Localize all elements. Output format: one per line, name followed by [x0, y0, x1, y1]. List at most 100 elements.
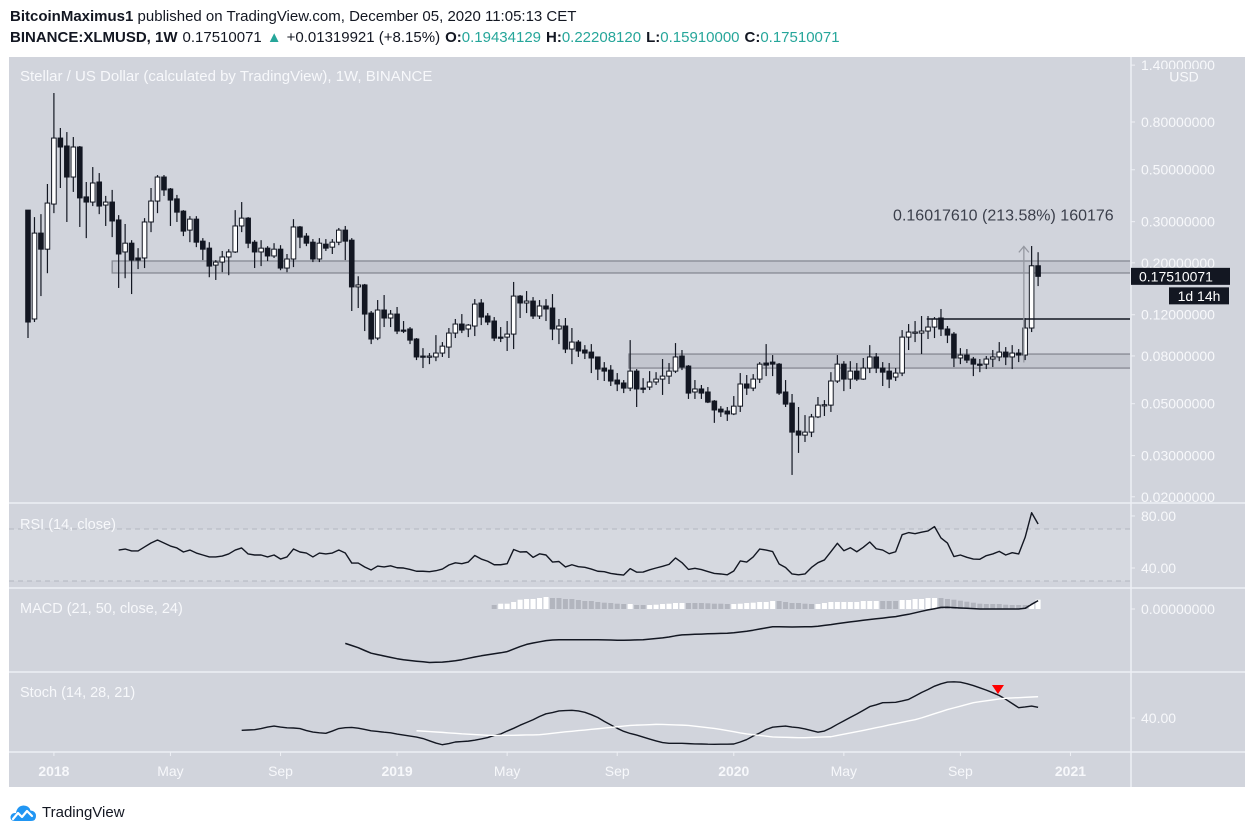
stoch-k-line — [241, 681, 1039, 746]
candle-down — [743, 375, 750, 395]
candle-down — [64, 132, 70, 222]
macd-axis[interactable]: 0.00000000 — [1131, 601, 1215, 617]
candlestick-series — [25, 93, 1041, 475]
macd-histogram-bar — [802, 603, 808, 609]
candle-down — [763, 344, 769, 377]
macd-histogram-bar — [990, 604, 996, 609]
candle-up — [102, 195, 109, 226]
time-axis-label: May — [494, 763, 520, 779]
candle-down — [601, 362, 608, 382]
macd-histogram-bar — [673, 603, 678, 609]
arrow-up-icon — [1018, 245, 1030, 253]
macd-indicator-title[interactable]: MACD (21, 50, close, 24) — [20, 601, 183, 617]
chart-widget[interactable] — [9, 57, 1245, 787]
candle-up — [666, 363, 672, 384]
candle-up — [834, 355, 841, 383]
candle-up — [918, 316, 925, 355]
candle-down — [886, 363, 892, 389]
candle-down — [711, 400, 718, 423]
triangle-up-icon: ▲ — [266, 29, 282, 46]
bar-countdown-box — [1169, 287, 1229, 305]
candle-up — [219, 250, 226, 273]
macd-histogram-bar — [1009, 605, 1015, 609]
candle-up — [329, 239, 336, 254]
candle-down — [193, 216, 200, 248]
candle-down — [1002, 347, 1009, 366]
candle-up — [646, 371, 653, 391]
author-name[interactable]: BitcoinMaximus1 — [10, 8, 134, 25]
macd-histogram-bar — [614, 603, 620, 609]
macd-histogram-bar — [537, 598, 543, 609]
candle-down — [245, 217, 251, 249]
candle-down — [595, 356, 601, 381]
stoch-pane[interactable] — [241, 681, 1039, 746]
price-axis-label: 0.50000000 — [1141, 162, 1215, 178]
candle-up — [510, 281, 517, 350]
macd-histogram-bar — [899, 600, 905, 609]
stoch-indicator-title[interactable]: Stoch (14, 28, 21) — [20, 685, 136, 701]
macd-histogram-bar — [582, 601, 588, 609]
macd-histogram-bar — [880, 601, 886, 609]
macd-histogram-bar — [828, 602, 834, 609]
macd-histogram-bar — [731, 604, 737, 609]
rsi-axis-label: 80.00 — [1141, 508, 1176, 524]
candle-down — [96, 173, 103, 215]
candle-down — [879, 362, 886, 387]
last-price-label-box — [1131, 267, 1230, 285]
macd-histogram-bar — [925, 598, 931, 609]
rsi-indicator-title[interactable]: RSI (14, close) — [20, 517, 116, 533]
candle-up — [433, 335, 439, 362]
candle-down — [77, 146, 83, 227]
candle-up — [672, 343, 679, 374]
candle-up — [504, 321, 510, 351]
candle-up — [465, 324, 472, 338]
price-range-label: 0.16017610 (213.58%) 160176 — [893, 208, 1114, 225]
price-zone-rectangle[interactable] — [628, 353, 1133, 369]
candle-down — [718, 406, 724, 417]
macd-pane[interactable] — [345, 597, 1041, 664]
candle-up — [355, 276, 362, 309]
candle-down — [582, 345, 588, 360]
close-label: C: — [744, 29, 761, 46]
candle-up — [847, 361, 854, 389]
candle-down — [970, 356, 977, 377]
macd-histogram-bar — [562, 599, 568, 609]
time-axis-label: Sep — [605, 763, 630, 779]
candle-up — [439, 342, 446, 357]
macd-histogram-bar — [847, 602, 853, 609]
price-axis-label: 0.05000000 — [1141, 396, 1215, 412]
time-axis-label: 2018 — [38, 763, 69, 779]
macd-histogram-bar — [776, 601, 782, 609]
candle-up — [892, 368, 899, 382]
candle-down — [705, 387, 711, 404]
price-axis[interactable]: 1.400000000.800000000.500000000.30000000… — [1131, 57, 1230, 505]
candle-up — [556, 318, 562, 345]
candle-up — [232, 210, 238, 253]
rsi-pane[interactable] — [9, 512, 1130, 582]
macd-histogram-bar — [530, 599, 536, 609]
candle-up — [750, 374, 757, 392]
main-series-legend[interactable]: Stellar / US Dollar (calculated by Tradi… — [20, 68, 433, 85]
candle-down — [128, 240, 135, 295]
macd-histogram-bar — [789, 603, 795, 609]
rsi-axis[interactable]: 80.00 40.00 — [1131, 508, 1176, 576]
macd-histogram-bar — [504, 603, 510, 609]
stoch-axis[interactable]: 40.00 — [1131, 710, 1176, 726]
macd-histogram-bar — [854, 602, 860, 609]
time-axis[interactable]: 2018 May Sep 2019 May Sep 2020 May Sep 2021 — [38, 752, 1086, 779]
candle-down — [951, 332, 957, 368]
macd-histogram-bar — [983, 604, 989, 609]
currency-label: USD — [1169, 69, 1199, 85]
high-label: H: — [546, 29, 562, 46]
tradingview-branding[interactable]: TradingView — [10, 801, 125, 823]
price-zone-rectangle[interactable] — [111, 260, 1133, 274]
candle-up — [452, 318, 459, 339]
candle-up — [212, 260, 219, 280]
brand-name: TradingView — [42, 803, 125, 821]
macd-histogram-bar — [524, 599, 530, 609]
price-pane[interactable]: 0.16017610 (213.58%) 160176 — [25, 93, 1133, 475]
candle-down — [303, 233, 310, 247]
candle-down — [25, 209, 31, 339]
candle-up — [692, 380, 698, 399]
